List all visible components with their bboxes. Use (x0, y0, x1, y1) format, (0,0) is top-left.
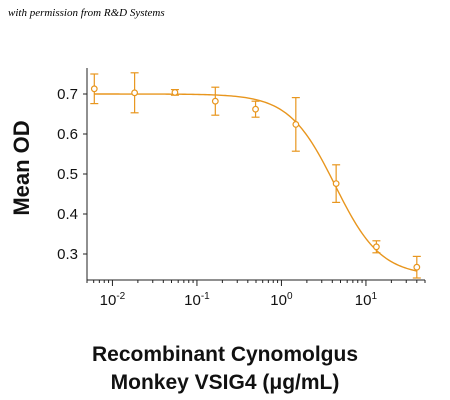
x-tick-label: 10-1 (184, 291, 210, 309)
x-axis-label-line1: Recombinant Cynomolgus (91, 343, 359, 366)
data-point (413, 263, 421, 271)
data-point (252, 105, 259, 113)
data-point (332, 180, 340, 188)
data-series (90, 72, 421, 279)
fit-curve (94, 93, 417, 272)
data-point (171, 88, 179, 96)
y-axis-label: Mean OD (9, 120, 34, 216)
data-point (131, 89, 139, 97)
y-tick-label: 0.4 (57, 206, 78, 223)
y-tick-label: 0.5 (57, 166, 78, 183)
y-ticks: 0.3 0.4 0.5 0.6 0.7 (57, 86, 87, 263)
y-tick-label: 0.3 (57, 246, 78, 263)
data-point (90, 85, 98, 93)
y-tick-label: 0.7 (57, 86, 78, 103)
x-tick-label: 101 (355, 291, 378, 309)
x-ticks: 10-2 10-1 100 101 (86, 280, 426, 309)
x-tick-label: 100 (270, 291, 293, 309)
data-point (211, 97, 219, 105)
data-point (292, 120, 300, 128)
data-point (373, 243, 380, 251)
x-tick-label: 10-2 (100, 291, 126, 309)
x-axis-label-line2: Monkey VSIG4 (μg/mL) (110, 371, 340, 394)
y-tick-label: 0.6 (57, 126, 78, 143)
credit-note: with permission from R&D Systems (8, 7, 165, 19)
